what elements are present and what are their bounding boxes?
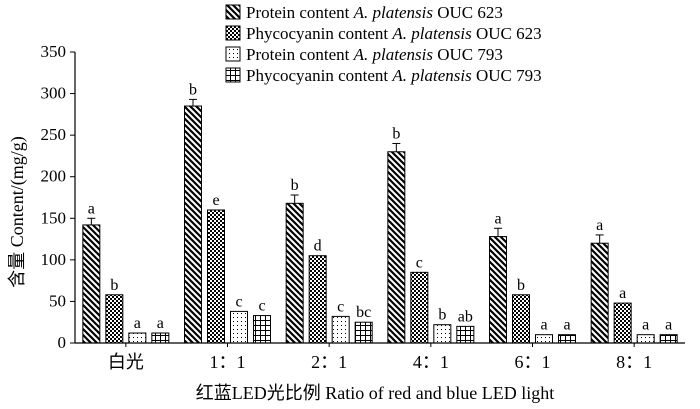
x-tick-label: 4：1	[413, 352, 449, 372]
legend: Protein content A. platensis OUC 623 Phyc…	[225, 3, 542, 85]
significance-letter: a	[563, 317, 570, 334]
bar	[613, 302, 632, 344]
significance-letter: a	[540, 317, 547, 334]
y-tick-label: 0	[58, 333, 67, 352]
bar	[512, 294, 530, 344]
bar	[433, 324, 452, 344]
significance-letter: b	[392, 125, 400, 142]
bar	[253, 315, 271, 344]
bar	[151, 332, 170, 344]
y-tick-label: 350	[41, 42, 67, 61]
significance-letter: a	[494, 210, 501, 227]
legend-label: Protein content A. platensis OUC 623	[246, 3, 503, 22]
y-tick-label: 200	[41, 167, 67, 186]
legend-label: Protein content A. platensis OUC 793	[246, 45, 503, 64]
bar	[489, 236, 507, 344]
x-tick-label: 6：1	[515, 352, 551, 372]
significance-letter: b	[291, 177, 299, 194]
significance-letter: c	[416, 254, 423, 271]
bar	[207, 209, 225, 344]
significance-letter: a	[619, 285, 626, 302]
axes: 0 50 100 150 200 250 300 350 白光 1：1 2：1 4：1 6：1 8：1	[41, 42, 685, 372]
bar	[308, 255, 327, 344]
bar	[82, 224, 101, 344]
significance-letter: a	[157, 315, 164, 332]
bar	[354, 321, 373, 344]
y-tick-label: 50	[49, 291, 66, 310]
bar	[387, 151, 406, 344]
bar	[285, 202, 304, 344]
legend-swatch	[225, 25, 241, 41]
y-tick-label: 150	[41, 208, 67, 227]
legend-swatch	[225, 4, 241, 20]
bar	[128, 332, 147, 344]
significance-letter: b	[517, 277, 525, 294]
significance-letter: c	[258, 298, 265, 315]
legend-swatch	[225, 67, 241, 83]
significance-letter: a	[596, 217, 603, 234]
significance-letter: a	[665, 317, 672, 334]
significance-letter: d	[314, 238, 322, 255]
y-tick-label: 100	[41, 250, 67, 269]
x-tick-label: 白光	[108, 352, 144, 372]
bar	[558, 334, 576, 344]
bar	[636, 334, 655, 344]
bar	[659, 334, 678, 344]
legend-swatch	[225, 46, 241, 62]
significance-letter: c	[337, 298, 344, 315]
x-axis-label: 红蓝LED光比例 Ratio of red and blue LED light	[196, 383, 554, 403]
significance-letter: bc	[356, 304, 371, 321]
legend-label: Phycocyanin content A. platensis OUC 793	[246, 66, 542, 85]
significance-letter: a	[642, 317, 649, 334]
bar	[331, 315, 350, 344]
bar	[105, 294, 124, 344]
bar	[184, 105, 202, 344]
x-tick-label: 1：1	[210, 352, 246, 372]
significance-letter: a	[88, 200, 95, 217]
significance-letter: a	[134, 315, 141, 332]
x-tick-label: 8：1	[616, 352, 652, 372]
bar	[456, 325, 475, 344]
significance-letter: b	[189, 81, 197, 98]
bar	[535, 334, 553, 344]
significance-letter: c	[235, 293, 242, 310]
x-tick-label: 2：1	[311, 352, 347, 372]
significance-letter: b	[110, 277, 118, 294]
bar	[590, 242, 609, 344]
y-tick-label: 250	[41, 125, 67, 144]
legend-label: Phycocyanin content A. platensis OUC 623	[246, 24, 542, 43]
bar	[410, 271, 429, 344]
significance-letter: ab	[458, 308, 473, 325]
y-tick-label: 300	[41, 84, 67, 103]
significance-letter: b	[438, 307, 446, 324]
significance-letter: e	[212, 192, 219, 209]
bar	[230, 310, 248, 344]
y-axis-label: 含量 Content/(mg/g)	[7, 136, 28, 288]
